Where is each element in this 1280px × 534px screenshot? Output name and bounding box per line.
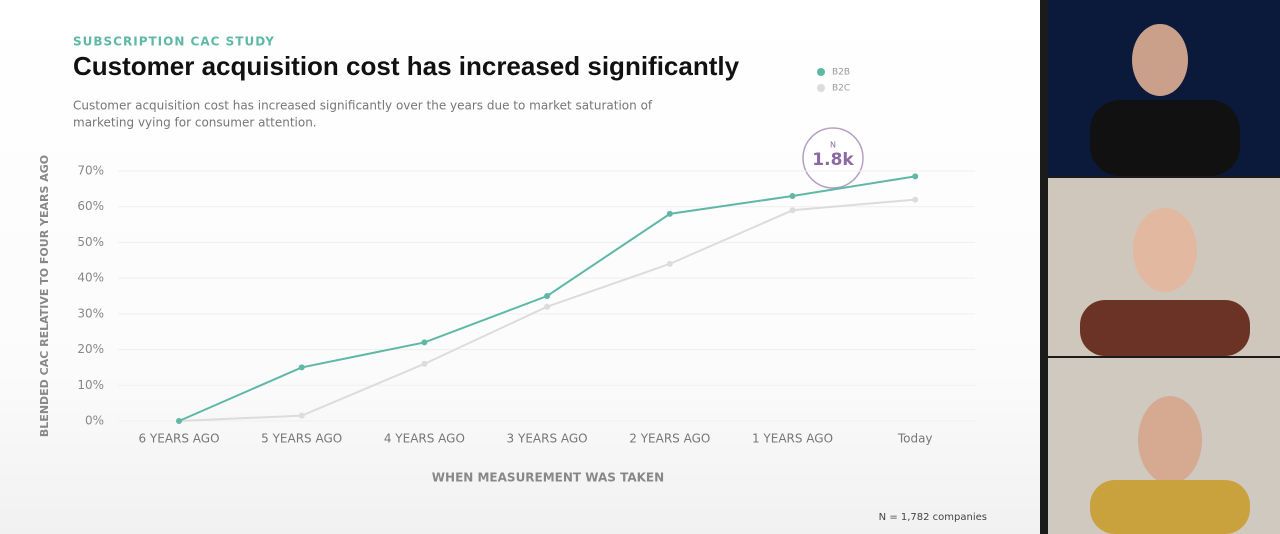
chart-title: Customer acquisition cost has increased … <box>73 51 740 81</box>
y-tick-label: 10% <box>77 378 104 392</box>
subtitle: marketing vying for consumer attention. <box>73 116 317 130</box>
legend-swatch <box>817 68 825 76</box>
y-tick-label: 60% <box>77 199 104 213</box>
person <box>1132 24 1188 96</box>
x-tick-label: Today <box>897 432 933 446</box>
x-axis-label: WHEN MEASUREMENT WAS TAKEN <box>432 471 664 485</box>
x-tick-label: 1 YEARS AGO <box>752 432 833 446</box>
x-tick-label: 6 YEARS AGO <box>138 432 219 446</box>
legend-swatch <box>817 84 825 92</box>
data-point <box>544 293 551 299</box>
x-tick-label: 3 YEARS AGO <box>507 432 588 446</box>
subtitle: Customer acquisition cost has increased … <box>73 99 653 113</box>
person <box>1090 100 1240 176</box>
data-point <box>912 196 919 203</box>
x-tick-label: 2 YEARS AGO <box>629 432 710 446</box>
y-axis-label: BLENDED CAC RELATIVE TO FOUR YEARS AGO <box>38 155 51 437</box>
data-point <box>666 260 673 267</box>
person <box>1090 480 1250 534</box>
y-tick-label: 40% <box>77 271 104 285</box>
data-point <box>298 412 305 419</box>
data-point <box>789 193 796 199</box>
kicker: SUBSCRIPTION CAC STUDY <box>73 35 275 49</box>
y-tick-label: 0% <box>85 414 104 428</box>
footnote: N = 1,782 companies <box>879 512 987 523</box>
badge-label: N <box>830 141 836 150</box>
slide <box>0 0 1040 534</box>
data-point <box>789 207 796 214</box>
y-tick-label: 70% <box>77 164 104 178</box>
y-tick-label: 50% <box>77 235 104 249</box>
data-point <box>421 360 428 367</box>
badge-value: 1.8k <box>812 150 854 170</box>
data-point <box>912 173 919 180</box>
video-tiles <box>1048 0 1280 534</box>
y-tick-label: 20% <box>77 342 104 356</box>
person <box>1133 208 1197 292</box>
data-point <box>421 339 428 346</box>
data-point <box>544 303 551 310</box>
data-point <box>176 418 182 424</box>
legend-label: B2C <box>832 84 850 94</box>
y-tick-label: 30% <box>77 306 104 320</box>
person <box>1080 300 1250 356</box>
data-point <box>298 364 305 371</box>
legend-label: B2B <box>832 68 850 78</box>
x-tick-label: 4 YEARS AGO <box>384 432 465 446</box>
person <box>1138 396 1202 484</box>
badge <box>802 127 864 189</box>
x-tick-label: 5 YEARS AGO <box>261 432 342 446</box>
data-point <box>666 210 673 217</box>
